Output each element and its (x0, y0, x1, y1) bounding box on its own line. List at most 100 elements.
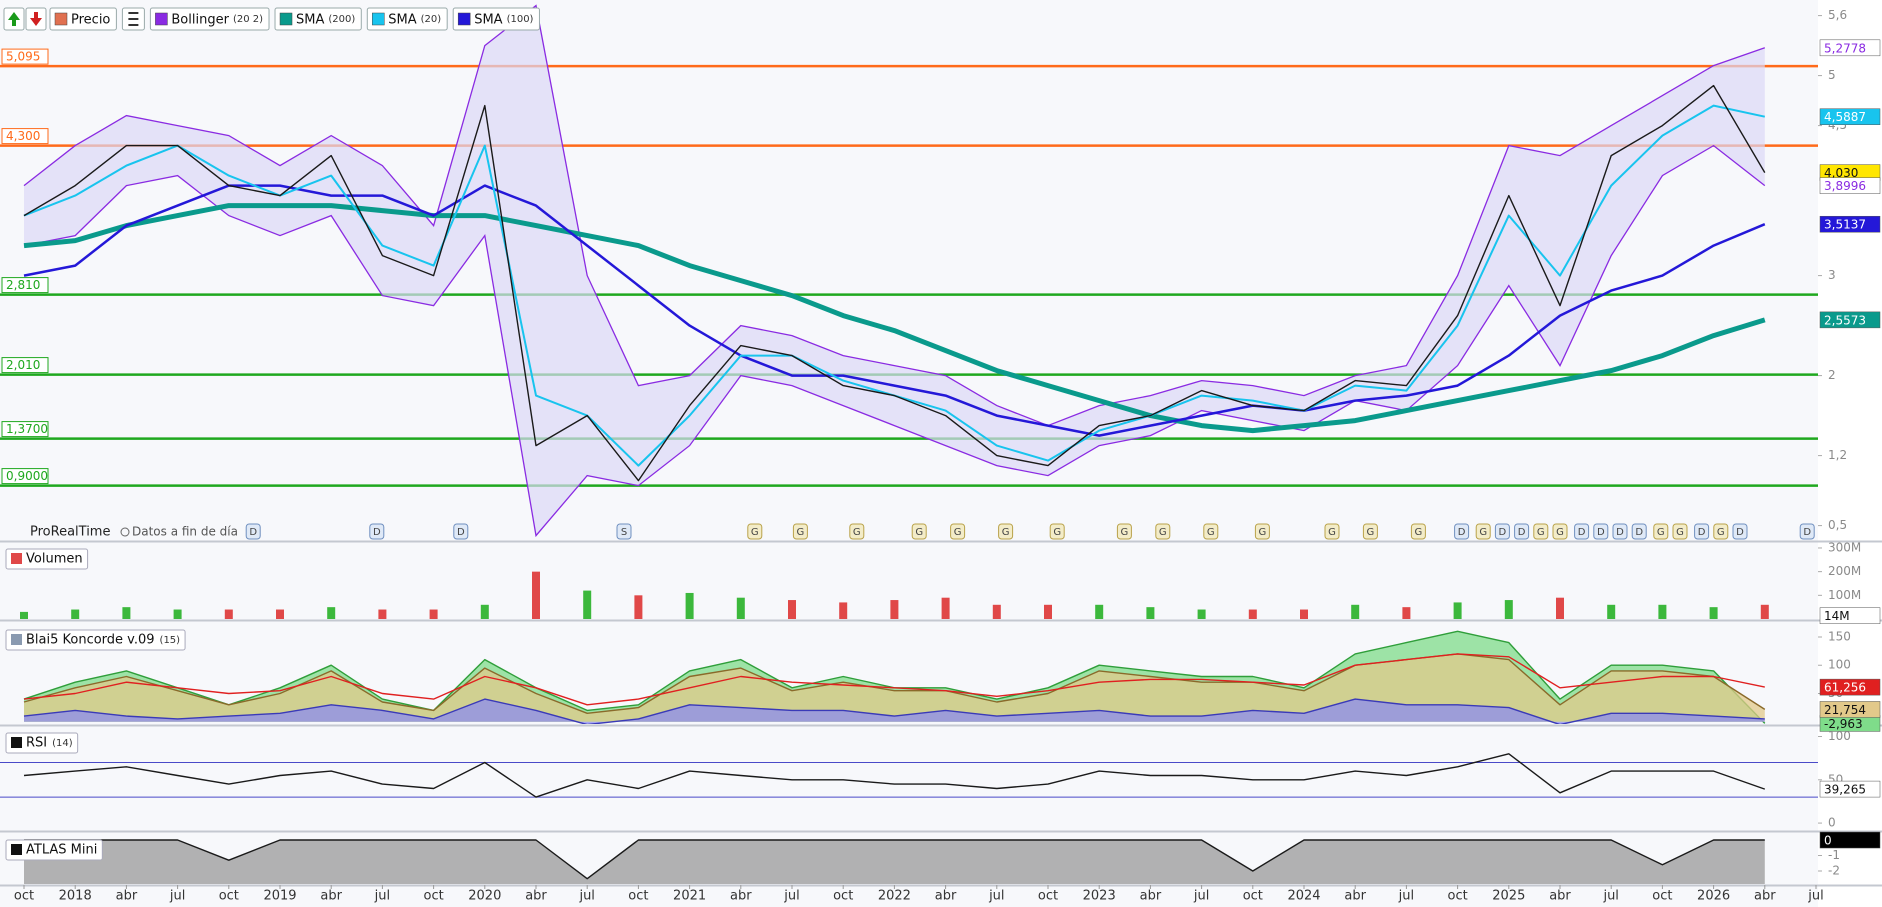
legend-chip[interactable] (452, 7, 540, 31)
volume-bar (1146, 607, 1155, 619)
volume-bar (480, 604, 489, 619)
event-label: G (853, 527, 861, 538)
event-label: G (1717, 527, 1725, 538)
volume-bar (532, 571, 540, 619)
event-marker[interactable] (1155, 523, 1171, 540)
event-label: D (1635, 527, 1643, 538)
event-marker[interactable] (792, 523, 808, 540)
x-tick-label: 2018 (59, 889, 92, 904)
band-fill (24, 5, 1765, 536)
event-marker[interactable] (1410, 523, 1426, 540)
event-marker[interactable] (1494, 523, 1510, 540)
event-marker[interactable] (1533, 523, 1549, 540)
event-label: G (915, 527, 923, 538)
x-tick-label: 2021 (673, 889, 706, 904)
value-badge (1819, 215, 1881, 233)
event-marker[interactable] (1324, 523, 1340, 540)
price-axis-strip (1818, 0, 1882, 907)
legend-swatch (11, 737, 22, 748)
event-label: G (1676, 527, 1684, 538)
value-badge (1819, 108, 1881, 125)
event-marker[interactable] (1574, 523, 1590, 540)
event-marker[interactable] (1732, 523, 1748, 540)
event-marker[interactable] (1116, 523, 1132, 540)
legend-swatch (11, 634, 22, 645)
panel-title: RSI (26, 736, 47, 751)
x-tick-label: jul (988, 889, 1004, 904)
volume-bar (1709, 607, 1718, 619)
event-marker[interactable] (998, 523, 1014, 540)
chip-params: (20 2) (233, 14, 263, 25)
y-tick-label: 0 (1828, 816, 1836, 830)
event-label: G (1556, 527, 1564, 538)
x-tick-label: jul (1398, 889, 1414, 904)
event-marker[interactable] (1713, 523, 1729, 540)
event-marker[interactable] (1799, 523, 1815, 540)
event-marker[interactable] (1454, 523, 1470, 540)
level-label: 4,300 (6, 129, 40, 143)
level-label: 1,3700 (6, 422, 48, 436)
volume-bar (20, 611, 28, 619)
panel-legend: Volumen (5, 548, 89, 570)
event-marker[interactable] (1514, 523, 1530, 540)
event-marker[interactable] (616, 523, 632, 540)
event-marker[interactable] (1362, 523, 1378, 540)
volume-bar (1504, 600, 1513, 619)
panel-legend: Blai5 Koncorde v.09 (15) (5, 629, 186, 651)
panel (0, 753, 1818, 798)
event-marker[interactable] (911, 523, 927, 540)
band-upper (23, 4, 1766, 427)
event-marker[interactable] (1593, 523, 1609, 540)
event-marker[interactable] (1552, 523, 1568, 540)
event-marker[interactable] (1631, 523, 1647, 540)
panel-title: Blai5 Koncorde v.09 (26, 633, 155, 648)
event-marker[interactable] (849, 523, 865, 540)
event-marker[interactable] (950, 523, 966, 540)
series-line (23, 698, 1765, 724)
volume-bar (1351, 604, 1360, 619)
event-marker[interactable] (1203, 523, 1219, 540)
volume-bar (276, 609, 284, 619)
event-marker[interactable] (1653, 523, 1669, 540)
volume-bar (1095, 604, 1104, 619)
x-tick-label: oct (1243, 889, 1263, 904)
legend-chip[interactable] (149, 7, 270, 31)
event-marker[interactable] (1612, 523, 1628, 540)
x-tick-label: abr (1344, 889, 1366, 904)
x-tick-label: oct (628, 889, 648, 904)
level-label: 2,010 (6, 358, 40, 372)
event-marker[interactable] (1475, 523, 1491, 540)
legend-chip[interactable] (366, 7, 448, 31)
y-tick-label: 3 (1828, 268, 1836, 282)
volume-bar (1402, 607, 1411, 619)
y-tick-label: -2 (1828, 863, 1840, 877)
chip-params: (100) (507, 14, 534, 25)
legend-swatch (11, 553, 22, 564)
event-label: D (373, 527, 381, 538)
event-marker[interactable] (1049, 523, 1065, 540)
legend-chip[interactable] (274, 7, 362, 31)
event-label: G (1328, 527, 1336, 538)
x-tick-label: 2020 (468, 889, 501, 904)
level-badge (1, 468, 49, 485)
event-marker[interactable] (1694, 523, 1710, 540)
event-label: D (1736, 527, 1744, 538)
level-badge (1, 421, 49, 438)
area-fill (24, 840, 1765, 884)
x-tick-label: oct (423, 889, 443, 904)
x-tick-label: oct (219, 889, 239, 904)
level-label: 0,9000 (6, 469, 48, 483)
event-marker[interactable] (747, 523, 763, 540)
legend-box (5, 732, 79, 754)
event-marker[interactable] (245, 523, 261, 540)
level-badge (1, 277, 49, 294)
y-tick-label: 300M (1828, 540, 1861, 554)
x-tick-label: abr (730, 889, 752, 904)
event-marker[interactable] (1672, 523, 1688, 540)
series-line (23, 753, 1766, 798)
event-marker[interactable] (453, 523, 469, 540)
event-marker[interactable] (1254, 523, 1270, 540)
event-label: G (751, 527, 759, 538)
x-tick-label: jul (169, 889, 185, 904)
event-marker[interactable] (369, 523, 385, 540)
